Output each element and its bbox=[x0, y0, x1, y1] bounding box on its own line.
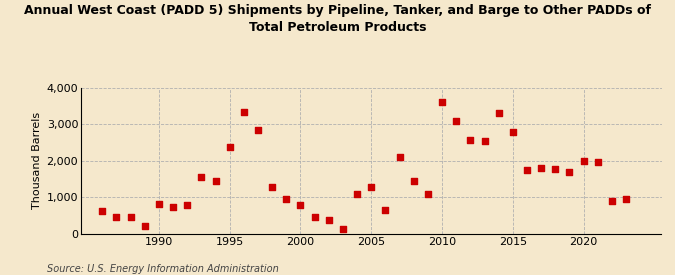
Point bbox=[210, 178, 221, 183]
Point bbox=[593, 160, 603, 164]
Point bbox=[111, 215, 122, 219]
Point bbox=[564, 170, 575, 174]
Point bbox=[451, 119, 462, 123]
Point bbox=[437, 100, 448, 104]
Point bbox=[323, 218, 334, 222]
Point bbox=[125, 215, 136, 219]
Point bbox=[479, 139, 490, 143]
Point bbox=[295, 203, 306, 208]
Point bbox=[493, 111, 504, 115]
Point bbox=[536, 166, 547, 170]
Point bbox=[224, 145, 235, 149]
Point bbox=[238, 110, 249, 115]
Point bbox=[394, 154, 405, 159]
Point bbox=[196, 175, 207, 179]
Y-axis label: Thousand Barrels: Thousand Barrels bbox=[32, 112, 43, 210]
Point bbox=[607, 199, 618, 203]
Point bbox=[153, 202, 164, 206]
Point bbox=[522, 167, 533, 172]
Point bbox=[465, 138, 476, 143]
Point bbox=[167, 205, 178, 209]
Point bbox=[578, 159, 589, 163]
Point bbox=[252, 128, 263, 132]
Point bbox=[281, 197, 292, 201]
Point bbox=[380, 208, 391, 213]
Point bbox=[352, 191, 362, 196]
Point bbox=[338, 227, 348, 231]
Text: Annual West Coast (PADD 5) Shipments by Pipeline, Tanker, and Barge to Other PAD: Annual West Coast (PADD 5) Shipments by … bbox=[24, 4, 651, 34]
Point bbox=[621, 197, 632, 201]
Point bbox=[139, 224, 150, 229]
Point bbox=[550, 167, 561, 171]
Point bbox=[182, 202, 192, 207]
Point bbox=[508, 130, 518, 134]
Point bbox=[408, 178, 419, 183]
Point bbox=[97, 209, 107, 213]
Point bbox=[267, 185, 277, 189]
Text: Source: U.S. Energy Information Administration: Source: U.S. Energy Information Administ… bbox=[47, 264, 279, 274]
Point bbox=[423, 191, 433, 196]
Point bbox=[309, 215, 320, 219]
Point bbox=[366, 185, 377, 189]
